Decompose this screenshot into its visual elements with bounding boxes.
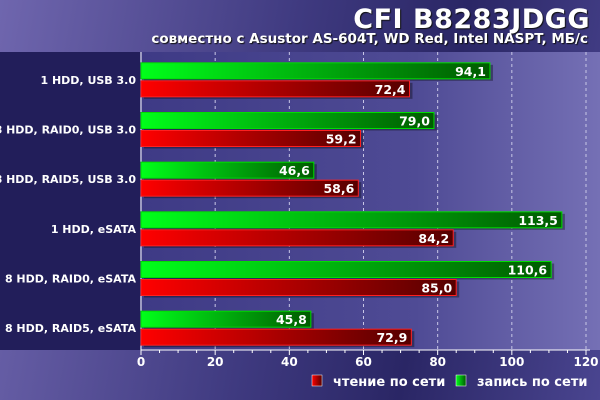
category-label: 8 HDD, RAID5, USB 3.0 bbox=[0, 173, 136, 186]
bar-write bbox=[140, 310, 312, 328]
legend-swatch bbox=[311, 374, 323, 387]
bar-value-label: 46,6 bbox=[279, 163, 310, 178]
bar-value-label: 45,8 bbox=[276, 312, 307, 327]
bar-value-label: 59,2 bbox=[326, 132, 357, 147]
bar-value-label: 113,5 bbox=[518, 213, 558, 228]
bar-write bbox=[140, 161, 315, 179]
chart-title: CFI B8283JDGG bbox=[353, 4, 590, 35]
category-label: 1 HDD, eSATA bbox=[51, 223, 137, 236]
bar-read bbox=[140, 179, 359, 197]
bar-read bbox=[140, 80, 410, 98]
category-panel bbox=[0, 52, 140, 350]
bar-value-label: 84,2 bbox=[418, 231, 449, 246]
bar-read bbox=[140, 130, 362, 147]
legend-label: запись по сети bbox=[477, 375, 587, 390]
plot-area bbox=[140, 52, 600, 350]
bar-write bbox=[140, 62, 491, 80]
legend-label: чтение по сети bbox=[333, 375, 445, 390]
bar-write bbox=[140, 211, 563, 229]
bar-value-label: 85,0 bbox=[421, 281, 452, 296]
bar-read bbox=[140, 229, 454, 247]
bar-value-label: 72,9 bbox=[376, 330, 407, 345]
category-label: 1 HDD, USB 3.0 bbox=[40, 74, 136, 87]
bar-value-label: 94,1 bbox=[455, 64, 486, 79]
chart-subtitle: совместно с Asustor AS-604T, WD Red, Int… bbox=[151, 31, 588, 47]
x-tick-label: 100 bbox=[499, 355, 524, 369]
category-label: 8 HDD, RAID5, eSATA bbox=[5, 322, 137, 335]
bar-value-label: 79,0 bbox=[399, 114, 430, 129]
x-tick-label: 0 bbox=[137, 355, 145, 369]
bar-value-label: 58,6 bbox=[323, 181, 354, 196]
x-tick-label: 40 bbox=[281, 355, 298, 369]
x-tick-label: 120 bbox=[573, 355, 598, 369]
bar-read bbox=[140, 328, 412, 346]
category-label: 8 HDD, RAID0, USB 3.0 bbox=[0, 124, 136, 137]
bar-value-label: 110,6 bbox=[508, 263, 548, 278]
x-tick-label: 80 bbox=[429, 355, 446, 369]
bar-value-label: 72,4 bbox=[375, 82, 406, 97]
bar-write bbox=[140, 261, 552, 278]
x-tick-label: 20 bbox=[207, 355, 224, 369]
category-label: 8 HDD, RAID0, eSATA bbox=[5, 273, 137, 286]
bar-write bbox=[140, 112, 435, 129]
legend-swatch bbox=[455, 374, 467, 387]
bar-read bbox=[140, 279, 457, 296]
x-tick-label: 60 bbox=[355, 355, 372, 369]
